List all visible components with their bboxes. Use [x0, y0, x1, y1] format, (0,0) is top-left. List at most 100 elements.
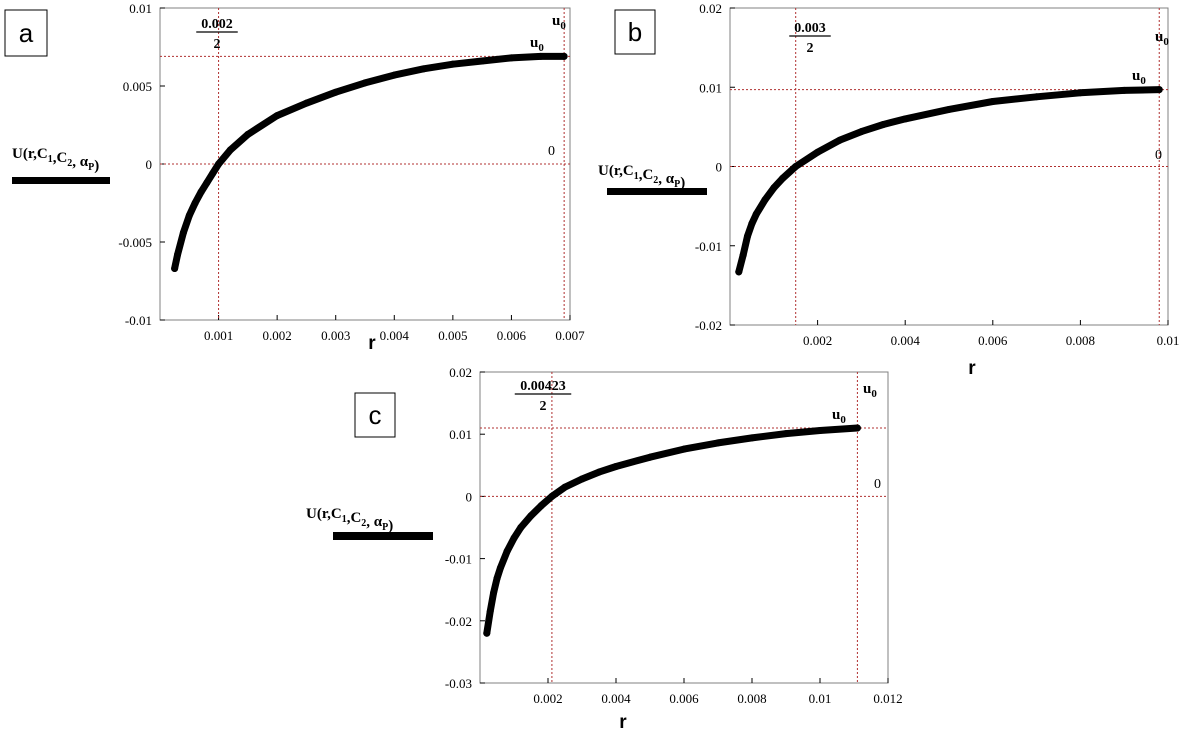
- data-point: [792, 163, 800, 170]
- y-axis-label-part: U(r,C: [12, 146, 48, 162]
- u0-subscript: 0: [1140, 75, 1146, 87]
- data-series-line: [483, 424, 861, 637]
- data-point: [493, 575, 501, 583]
- data-point: [836, 136, 843, 144]
- data-point: [779, 174, 787, 182]
- x-tick-label: 0.004: [380, 328, 410, 343]
- y-axis-label: U(r,C1,C2, αP): [598, 163, 685, 191]
- data-point: [748, 434, 756, 442]
- plot-frame: [479, 371, 889, 684]
- panel-label: a: [19, 18, 34, 48]
- data-point: [1033, 93, 1041, 101]
- u0-label-top: u0: [1155, 29, 1169, 48]
- x-tick-label: 0.004: [891, 333, 921, 348]
- x-tick-label: 0.006: [497, 328, 527, 343]
- data-point: [560, 52, 568, 60]
- y-axis-label-subscript: 1: [634, 171, 639, 182]
- data-point: [273, 112, 281, 120]
- x-tick-label: 0.008: [737, 691, 766, 706]
- panel-label: b: [628, 17, 642, 47]
- u0-symbol: u: [832, 407, 840, 423]
- u0-label-curve: u0: [1132, 68, 1146, 87]
- data-point: [770, 184, 778, 192]
- data-point: [739, 251, 747, 259]
- y-tick-label: -0.02: [445, 614, 472, 629]
- y-axis-label-subscript: 2: [361, 518, 366, 529]
- x-tick-label: 0.004: [601, 691, 631, 706]
- data-point: [879, 120, 887, 128]
- u0-subscript: 0: [560, 20, 566, 32]
- data-point: [361, 79, 369, 87]
- y-tick-label: -0.01: [445, 552, 472, 567]
- data-point: [215, 160, 223, 168]
- y-axis-label-part: ,C: [347, 510, 362, 526]
- data-point: [752, 210, 760, 218]
- data-point: [680, 445, 688, 453]
- data-point: [191, 199, 199, 207]
- data-point: [507, 54, 515, 62]
- marker-fraction-denominator: 2: [807, 41, 814, 56]
- y-axis-label-part: U(r,C: [598, 163, 634, 179]
- data-point: [332, 88, 340, 96]
- data-point: [1120, 86, 1128, 94]
- y-axis-label-part: ): [388, 518, 393, 534]
- data-point: [561, 483, 569, 491]
- data-point: [185, 211, 193, 219]
- x-tick-label: 0.002: [263, 328, 292, 343]
- data-point: [612, 463, 620, 471]
- u0-symbol: u: [530, 35, 538, 51]
- u0-label-curve: u0: [530, 35, 544, 54]
- y-axis-label-part: , α: [658, 171, 675, 187]
- y-axis-label-part: U(r,C: [306, 506, 342, 522]
- data-point: [853, 424, 861, 432]
- u0-symbol: u: [1155, 29, 1163, 45]
- data-point: [517, 524, 525, 531]
- x-tick-label: 0.002: [803, 333, 832, 348]
- panel-label-box: [354, 392, 396, 438]
- u0-subscript: 0: [871, 388, 877, 400]
- zero-line-label: 0: [548, 144, 555, 159]
- x-axis-label: r: [368, 333, 376, 354]
- u0-label-top: u0: [863, 381, 877, 400]
- y-axis-label-part: ): [94, 158, 99, 174]
- marker-fraction-numerator: 0.003: [794, 21, 826, 36]
- x-tick-label: 0.006: [669, 691, 699, 706]
- y-axis-label: U(r,C1,C2, αP): [306, 506, 393, 534]
- x-tick-label: 0.007: [555, 328, 585, 343]
- marker-fraction-denominator: 2: [214, 37, 221, 52]
- data-point: [761, 196, 769, 204]
- y-axis-label-bar: [333, 532, 433, 540]
- x-axis-label: r: [968, 358, 976, 379]
- x-tick-label: 0.01: [809, 691, 832, 706]
- data-point: [857, 128, 865, 136]
- data-point: [782, 430, 790, 438]
- data-point: [735, 268, 743, 276]
- data-point: [748, 220, 756, 228]
- data-point: [989, 98, 997, 106]
- y-tick-label: 0.005: [123, 79, 152, 94]
- u0-label-top: u0: [552, 13, 566, 32]
- y-axis-label-part: , α: [366, 514, 383, 530]
- data-point: [179, 229, 187, 237]
- y-axis-label-subscript: 2: [653, 175, 658, 186]
- x-tick-label: 0.006: [978, 333, 1008, 348]
- data-point: [945, 105, 953, 113]
- y-tick-label: 0.01: [449, 427, 472, 442]
- x-tick-label: 0.003: [321, 328, 350, 343]
- panel-label: c: [369, 400, 382, 430]
- data-point: [174, 250, 182, 258]
- u0-symbol: u: [863, 381, 871, 397]
- u0-symbol: u: [1132, 68, 1140, 84]
- y-axis-label-subscript: 2: [67, 158, 72, 169]
- zero-line-label: 0: [874, 477, 881, 492]
- data-point: [503, 547, 511, 555]
- y-tick-label: -0.01: [125, 313, 152, 328]
- data-point: [646, 453, 654, 461]
- y-axis-label-part: ,C: [53, 150, 68, 166]
- u0-subscript: 0: [538, 42, 544, 54]
- x-axis-label: r: [619, 712, 627, 732]
- y-tick-label: -0.01: [695, 239, 722, 254]
- y-axis-label-part: ): [680, 175, 685, 191]
- x-tick-label: 0.002: [533, 691, 562, 706]
